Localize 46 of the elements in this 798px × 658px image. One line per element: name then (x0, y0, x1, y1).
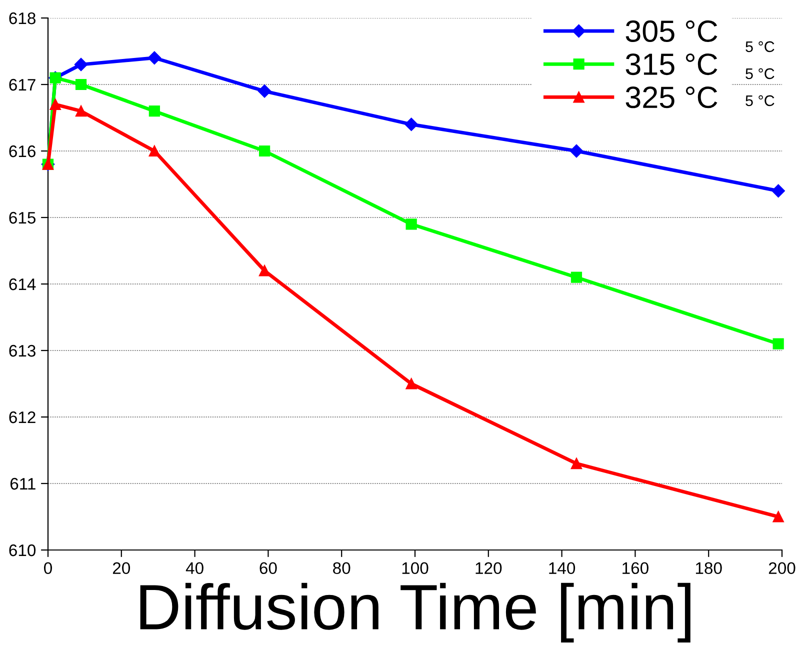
x-tick-label: 20 (112, 562, 130, 574)
point (772, 184, 785, 198)
x-tick-label: 200 (768, 562, 796, 574)
point (258, 145, 270, 157)
y-tick-label: 616 (9, 145, 36, 158)
point (570, 458, 582, 470)
point (570, 144, 584, 158)
x-tick-label: 60 (260, 562, 277, 574)
point (75, 78, 87, 90)
point (50, 98, 61, 110)
y-tick-label: 612 (9, 411, 36, 424)
point (148, 51, 162, 64)
x-tick-label: 160 (622, 562, 648, 574)
point (772, 511, 784, 522)
y-tick-label: 610 (9, 544, 36, 556)
annotation: 5 °C (746, 95, 774, 106)
legend-label: 325 °C (626, 86, 718, 108)
x-tick-label: 40 (186, 562, 204, 574)
y-tick-label: 611 (10, 478, 36, 490)
point (148, 145, 160, 157)
y-tick-label: 617 (9, 78, 36, 91)
point (258, 84, 272, 98)
point (74, 58, 88, 72)
legend-label: 315 °C (626, 53, 718, 76)
y-tick-label: 618 (9, 12, 36, 24)
y-tick-label: 614 (9, 278, 36, 290)
point (570, 272, 582, 283)
point (406, 218, 417, 230)
annotation: 5 °C (746, 41, 774, 52)
y-tick-label: 615 (9, 212, 36, 224)
x-tick-label: 80 (333, 562, 350, 574)
point (404, 118, 418, 131)
point (258, 265, 270, 276)
x-tick-label: 100 (402, 562, 428, 574)
legend-label: 305 °C (626, 20, 718, 42)
x-tick-label: 180 (696, 562, 722, 574)
x-tick-label: 120 (476, 562, 502, 574)
point (406, 378, 417, 390)
y-tick-label: 613 (9, 344, 36, 357)
x-tick-label: 0 (44, 562, 52, 574)
point (75, 106, 87, 117)
point (772, 338, 784, 350)
x-axis-title: Diffusion Time [min] (140, 582, 690, 642)
point (148, 106, 160, 117)
x-tick-label: 140 (549, 562, 576, 574)
annotation: 5 °C (746, 68, 774, 80)
